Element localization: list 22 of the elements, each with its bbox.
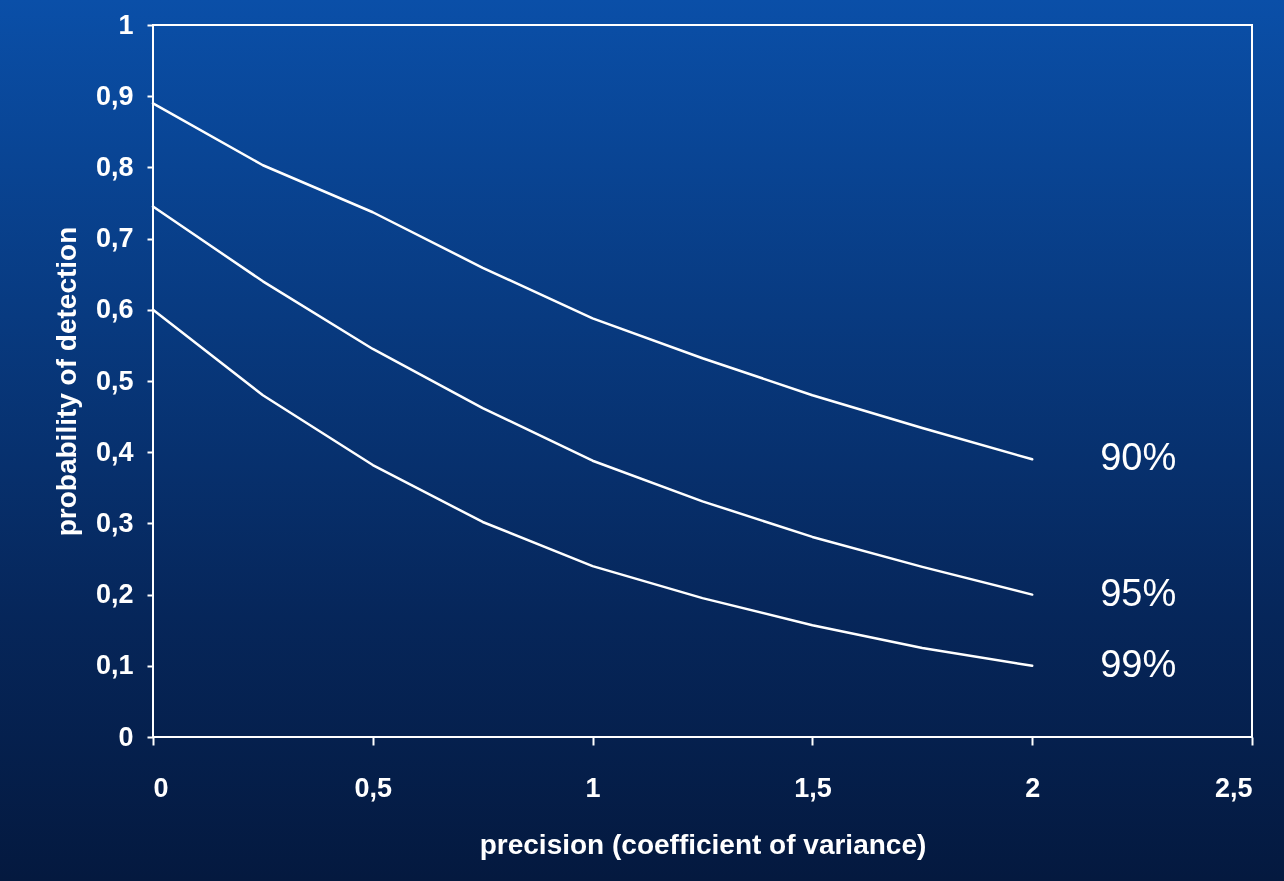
- y-tick-label: 0,6: [95, 294, 134, 325]
- y-tick-label: 0,9: [95, 80, 134, 111]
- y-axis-title: probability of detection: [50, 226, 82, 537]
- x-axis-title: precision (coefficient of variance): [479, 828, 927, 860]
- x-tick-label: 2,5: [1214, 772, 1253, 803]
- y-tick-label: 0,8: [95, 151, 134, 182]
- x-tick-label: 0,5: [354, 772, 393, 803]
- series-label: 95%: [1100, 571, 1177, 614]
- x-tick-label: 1,5: [794, 772, 832, 803]
- x-tick-label: 1: [585, 772, 601, 803]
- y-tick-label: 0,3: [95, 507, 134, 538]
- y-tick-label: 0,5: [95, 365, 134, 396]
- x-tick-label: 2: [1025, 772, 1041, 803]
- y-tick-label: 0,1: [95, 650, 134, 681]
- series-label: 90%: [1100, 436, 1177, 479]
- y-tick-label: 1: [118, 9, 134, 40]
- x-tick-label: 0: [153, 772, 169, 803]
- y-tick-label: 0,2: [95, 579, 134, 610]
- y-tick-label: 0: [118, 721, 134, 752]
- y-tick-label: 0,7: [95, 223, 134, 254]
- series-label: 99%: [1100, 642, 1177, 685]
- y-tick-label: 0,4: [95, 436, 134, 467]
